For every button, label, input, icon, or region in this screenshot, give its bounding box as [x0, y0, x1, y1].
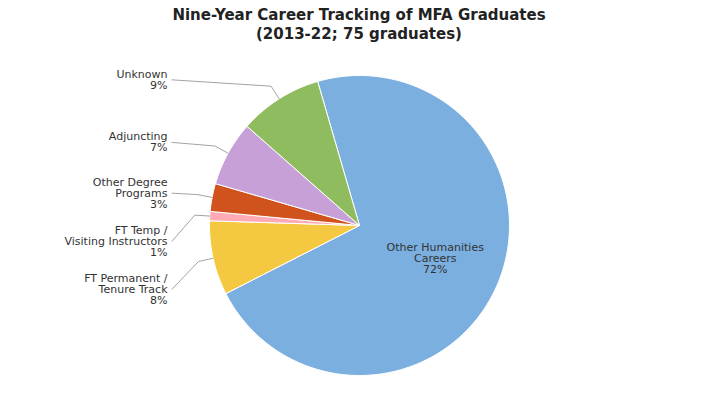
svg-text:Unknown9%: Unknown9% [116, 68, 167, 92]
svg-text:FT Permanent /Tenure Track8%: FT Permanent /Tenure Track8% [84, 272, 168, 307]
svg-text:Other HumanitiesCareers72%: Other HumanitiesCareers72% [387, 241, 485, 276]
svg-text:Other DegreePrograms3%: Other DegreePrograms3% [93, 176, 168, 211]
svg-text:FT Temp /Visiting Instructors1: FT Temp /Visiting Instructors1% [64, 224, 167, 259]
svg-text:Adjuncting7%: Adjuncting7% [109, 130, 168, 154]
html-text:Nine-Year Career Tracking of M: Nine-Year Career Tracking of MFA Graduat… [172, 6, 546, 43]
